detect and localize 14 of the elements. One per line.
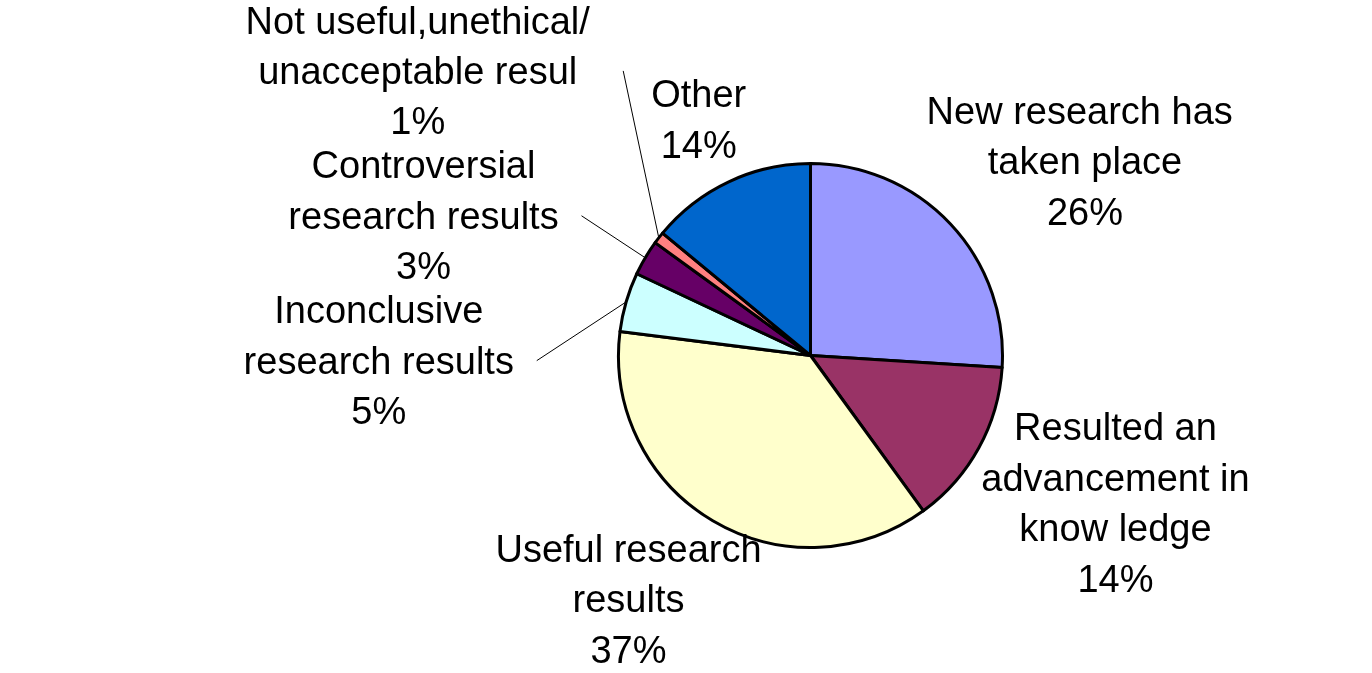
data-label: 3% [396, 245, 451, 288]
data-label: 1% [390, 100, 446, 143]
slice-label: New research has taken place [926, 90, 1233, 183]
data-label: 26% [1046, 190, 1124, 233]
data-label: 5% [351, 390, 407, 433]
slice-label: Not useful,unethical/ unacceptable resul [245, 0, 591, 92]
slice-label: Inconclusive research results [243, 289, 514, 382]
slice-label: Other [651, 73, 747, 116]
data-label: 37% [590, 628, 667, 671]
slice-label: Useful research results [495, 528, 762, 621]
slice-label: Controversial research results [288, 144, 559, 237]
data-label: 14% [1077, 557, 1154, 600]
data-label: 14% [660, 123, 737, 166]
slice-label: Resulted an advancement in know ledge [981, 406, 1250, 550]
